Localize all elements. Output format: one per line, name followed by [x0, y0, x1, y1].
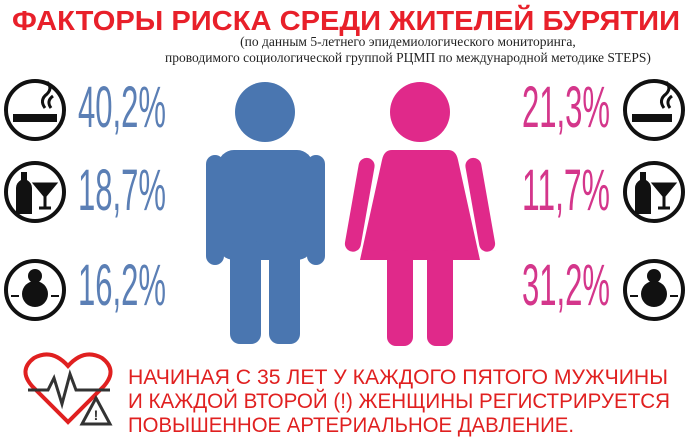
alcohol-icon — [623, 161, 685, 223]
smoking-icon — [4, 79, 66, 141]
obesity-icon — [4, 259, 66, 321]
subtitle: (по данным 5-летнего эпидемиологического… — [240, 34, 576, 49]
svg-text:!: ! — [94, 407, 99, 423]
female-figure — [344, 82, 496, 346]
obesity-icon — [623, 259, 685, 321]
men-percent: 18,7% — [78, 158, 166, 223]
heart-icon: ! — [23, 352, 113, 426]
subtitle: проводимого социологической группой РЦМП… — [165, 50, 651, 65]
men-percent: 16,2% — [78, 253, 166, 318]
alcohol-icon — [4, 161, 66, 223]
smoking-icon — [623, 79, 685, 141]
women-percent: 21,3% — [522, 75, 610, 140]
note-line: ПОВЫШЕННОЕ АРТЕРИАЛЬНОЕ ДАВЛЕНИЕ. — [128, 414, 574, 437]
men-percent: 40,2% — [78, 75, 166, 140]
women-percent: 31,2% — [522, 253, 610, 318]
title: ФАКТОРЫ РИСКА СРЕДИ ЖИТЕЛЕЙ БУРЯТИИ — [12, 4, 680, 36]
note-line: НАЧИНАЯ С 35 ЛЕТ У КАЖДОГО ПЯТОГО МУЖЧИН… — [128, 366, 668, 389]
women-percent: 11,7% — [522, 158, 610, 223]
male-figure — [206, 82, 325, 344]
note-line: И КАЖДОЙ ВТОРОЙ (!) ЖЕНЩИНЫ РЕГИСТРИРУЕТ… — [128, 389, 670, 413]
